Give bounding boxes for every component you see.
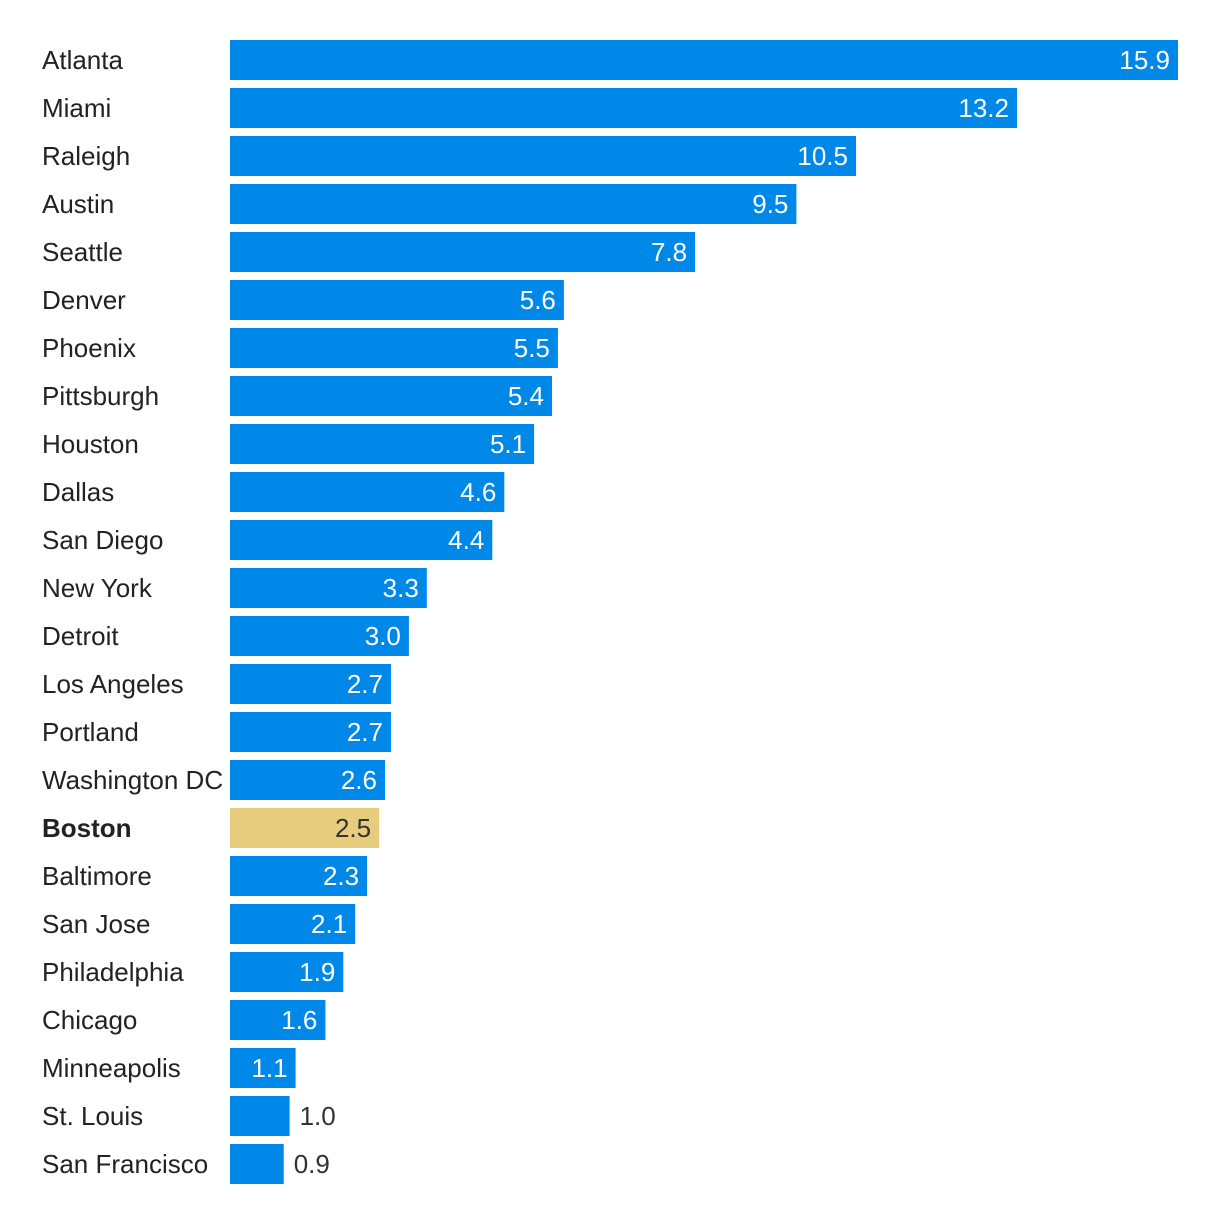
- bar-washington-dc: [230, 760, 385, 800]
- bar-houston: [230, 424, 535, 464]
- value-labels: 15.9 13.2 10.5 9.5 7.8 5.6 5.5 5.4 5.1 4.6 4.4 3.3 3…: [251, 45, 1170, 1179]
- category-label-new-york: New York: [42, 573, 153, 603]
- value-label-atlanta: 15.9: [1119, 45, 1170, 75]
- value-label-san-jose: 2.1: [311, 909, 347, 939]
- value-label-portland: 2.7: [347, 717, 383, 747]
- value-label-seattle: 7.8: [651, 237, 687, 267]
- category-label-phoenix: Phoenix: [42, 333, 136, 363]
- value-label-boston: 2.5: [335, 813, 371, 843]
- category-label-san-jose: San Jose: [42, 909, 150, 939]
- category-label-dallas: Dallas: [42, 477, 114, 507]
- bar-miami: [230, 88, 1017, 128]
- category-label-washington-dc: Washington DC: [42, 765, 223, 795]
- value-label-washington-dc: 2.6: [341, 765, 377, 795]
- bar-san-jose: [230, 904, 356, 944]
- value-label-chicago: 1.6: [281, 1005, 317, 1035]
- bar-san-diego: [230, 520, 493, 560]
- bar-dallas: [230, 472, 505, 512]
- category-label-atlanta: Atlanta: [42, 45, 123, 75]
- category-label-san-francisco: San Francisco: [42, 1149, 208, 1179]
- category-label-boston: Boston: [42, 813, 132, 843]
- category-label-pittsburgh: Pittsburgh: [42, 381, 159, 411]
- bar-chicago: [230, 1000, 326, 1040]
- bar-new-york: [230, 568, 427, 608]
- category-labels: Atlanta Miami Raleigh Austin Seattle Denver Ph…: [42, 45, 223, 1179]
- bar-austin: [230, 184, 797, 224]
- value-label-baltimore: 2.3: [323, 861, 359, 891]
- category-label-los-angeles: Los Angeles: [42, 669, 184, 699]
- bar-los-angeles: [230, 664, 391, 704]
- bar-denver: [230, 280, 564, 320]
- bar-baltimore: [230, 856, 368, 896]
- bar-atlanta: [230, 40, 1178, 80]
- category-label-san-diego: San Diego: [42, 525, 163, 555]
- bar-st-louis: [230, 1096, 290, 1136]
- category-label-miami: Miami: [42, 93, 111, 123]
- bar-phoenix: [230, 328, 558, 368]
- category-label-philadelphia: Philadelphia: [42, 957, 184, 987]
- bar-portland: [230, 712, 391, 752]
- category-label-austin: Austin: [42, 189, 114, 219]
- bar-boston: [230, 808, 380, 848]
- value-label-philadelphia: 1.9: [299, 957, 335, 987]
- value-label-dallas: 4.6: [460, 477, 496, 507]
- value-label-san-francisco: 0.9: [294, 1149, 330, 1179]
- category-label-denver: Denver: [42, 285, 126, 315]
- value-label-san-diego: 4.4: [448, 525, 484, 555]
- value-label-pittsburgh: 5.4: [508, 381, 544, 411]
- bar-philadelphia: [230, 952, 344, 992]
- category-label-chicago: Chicago: [42, 1005, 137, 1035]
- bars: [230, 40, 1178, 1184]
- value-label-phoenix: 5.5: [514, 333, 550, 363]
- category-label-baltimore: Baltimore: [42, 861, 152, 891]
- value-label-st-louis: 1.0: [300, 1101, 336, 1131]
- category-label-minneapolis: Minneapolis: [42, 1053, 181, 1083]
- value-label-austin: 9.5: [752, 189, 788, 219]
- value-label-new-york: 3.3: [383, 573, 419, 603]
- bar-seattle: [230, 232, 696, 272]
- value-label-minneapolis: 1.1: [251, 1053, 287, 1083]
- category-label-houston: Houston: [42, 429, 139, 459]
- bar-pittsburgh: [230, 376, 552, 416]
- bar-minneapolis: [230, 1048, 296, 1088]
- value-label-denver: 5.6: [520, 285, 556, 315]
- value-label-los-angeles: 2.7: [347, 669, 383, 699]
- category-label-st-louis: St. Louis: [42, 1101, 143, 1131]
- category-label-portland: Portland: [42, 717, 139, 747]
- category-label-detroit: Detroit: [42, 621, 119, 651]
- value-label-miami: 13.2: [958, 93, 1009, 123]
- value-label-houston: 5.1: [490, 429, 526, 459]
- value-label-raleigh: 10.5: [797, 141, 848, 171]
- category-label-seattle: Seattle: [42, 237, 123, 267]
- bar-san-francisco: [230, 1144, 284, 1184]
- bar-raleigh: [230, 136, 856, 176]
- category-label-raleigh: Raleigh: [42, 141, 130, 171]
- bar-detroit: [230, 616, 409, 656]
- value-label-detroit: 3.0: [365, 621, 401, 651]
